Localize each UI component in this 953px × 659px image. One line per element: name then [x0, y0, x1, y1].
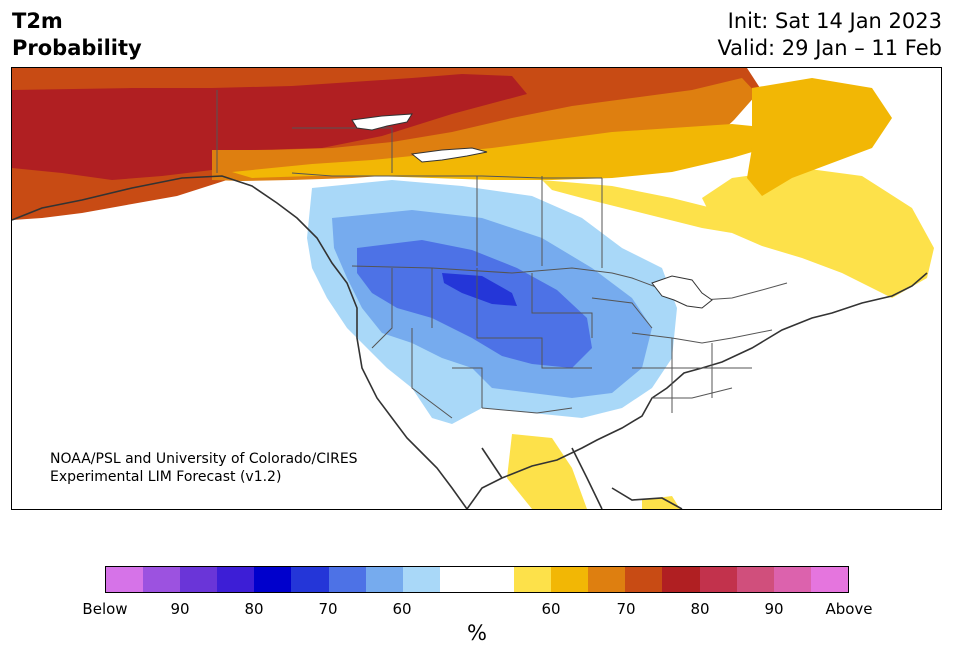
colorbar [105, 566, 849, 593]
above-50-mexico [507, 434, 587, 509]
colorbar-segment [439, 567, 477, 592]
colorbar-tick-label: 90 [764, 600, 784, 618]
probability-map: NOAA/PSL and University of Colorado/CIRE… [11, 67, 942, 510]
credit-line-1: NOAA/PSL and University of Colorado/CIRE… [50, 451, 358, 467]
colorbar-segment [625, 567, 663, 592]
colorbar-segment [662, 567, 700, 592]
above-90-core [12, 74, 527, 180]
credit-line-2: Experimental LIM Forecast (v1.2) [50, 469, 282, 485]
colorbar-segment [402, 567, 440, 592]
colorbar-segment [217, 567, 255, 592]
colorbar-segment [699, 567, 737, 592]
map-credit: NOAA/PSL and University of Colorado/CIRE… [50, 450, 358, 486]
colorbar-tick-label: 80 [690, 600, 710, 618]
colorbar-segment [328, 567, 366, 592]
colorbar-segment [810, 567, 848, 592]
colorbar-tick-label: 60 [541, 600, 561, 618]
above-60-band [232, 124, 792, 180]
colorbar-unit: % [467, 621, 487, 645]
colorbar-segment [588, 567, 626, 592]
colorbar-segment [291, 567, 329, 592]
colorbar-segment [180, 567, 218, 592]
colorbar-tick-label: Below [82, 600, 128, 618]
colorbar-segment [551, 567, 589, 592]
colorbar-segment [365, 567, 403, 592]
below-80-core [442, 273, 517, 306]
title-line-1: T2m [12, 9, 63, 33]
coastlines [12, 175, 928, 509]
colorbar-tick-label: 60 [392, 600, 412, 618]
great-lakes [651, 275, 713, 309]
colorbar-tick-label: 70 [318, 600, 338, 618]
below-70-region [357, 240, 592, 368]
above-60-east-canada [747, 78, 892, 196]
colorbar-tick-label: Above [825, 600, 873, 618]
valid-dates: Valid: 29 Jan – 11 Feb [717, 36, 942, 60]
great-slave-lake [410, 147, 488, 163]
colorbar-segment [106, 567, 144, 592]
colorbar-segment [143, 567, 181, 592]
colorbar-tick-label: 70 [616, 600, 636, 618]
title-line-2: Probability [12, 36, 142, 60]
init-date: Init: Sat 14 Jan 2023 [727, 9, 942, 33]
great-bear-lake [351, 113, 413, 131]
map-canvas [12, 68, 934, 509]
above-50-gulf-band [542, 180, 732, 233]
forecast-dates: Init: Sat 14 Jan 2023 Valid: 29 Jan – 11… [717, 8, 942, 62]
above-50-east-canada [702, 168, 934, 298]
colorbar-tick-label: 80 [244, 600, 264, 618]
borders [216, 90, 788, 419]
map-title: T2m Probability [12, 8, 142, 62]
colorbar-segment [476, 567, 515, 592]
colorbar-segment [736, 567, 774, 592]
colorbar-segment [254, 567, 292, 592]
colorbar-segment [514, 567, 552, 592]
colorbar-segment [773, 567, 811, 592]
colorbar-tick-label: 90 [170, 600, 190, 618]
